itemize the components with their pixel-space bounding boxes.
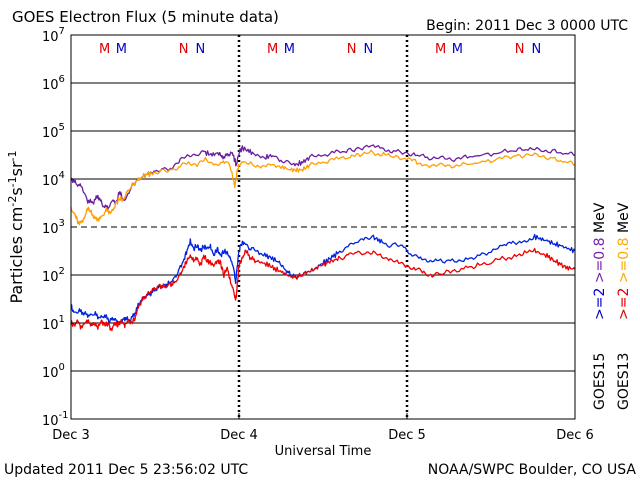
y-axis-label-main: Particles cm xyxy=(7,207,26,304)
y-axis-ticks: 107 106 105 104 103 102 101 100 10-1 xyxy=(42,26,77,429)
y-tick-label: 100 xyxy=(42,362,65,381)
y-axis-label-mid1: s xyxy=(7,187,26,195)
marker-n: N xyxy=(515,42,525,57)
y-tick-label: 106 xyxy=(42,74,65,93)
y-axis-label-sup2: -1 xyxy=(6,176,19,187)
x-tick-label: Dec 6 xyxy=(556,428,594,443)
chart-title: GOES Electron Flux (5 minute data) xyxy=(12,8,279,26)
legend-entry: MeV xyxy=(616,202,632,237)
marker-m: M xyxy=(116,42,127,57)
y-tick-label: 10-1 xyxy=(42,410,69,429)
legend-entry: >=0.8 xyxy=(616,237,632,287)
x-axis-label: Universal Time xyxy=(275,444,372,459)
series-group xyxy=(70,144,576,332)
marker-m: M xyxy=(284,42,295,57)
marker-m: M xyxy=(452,42,463,57)
legend-entry: >=2 xyxy=(592,288,608,320)
series-goes15-0-8-mev xyxy=(70,144,576,210)
y-axis-label: Particles cm-2s-1sr-1 xyxy=(6,150,26,303)
legend: GOES15 >=2 >=0.8 MeV GOES13 >=2 >=0.8 MeV xyxy=(592,202,632,410)
marker-m: M xyxy=(435,42,446,57)
legend-entry: >=2 xyxy=(616,288,632,320)
x-tick-label: Dec 4 xyxy=(220,428,258,443)
y-tick-label: 103 xyxy=(42,218,65,237)
y-tick-label: 107 xyxy=(42,26,65,45)
y-tick-label: 101 xyxy=(42,314,65,333)
legend-goes15: GOES15 xyxy=(592,353,608,410)
day-separator-lines xyxy=(237,35,409,419)
marker-n: N xyxy=(531,42,541,57)
y-axis-label-mid2: sr xyxy=(7,161,26,176)
marker-n: N xyxy=(363,42,373,57)
marker-n: N xyxy=(179,42,189,57)
legend-goes15-channels: >=2 >=0.8 MeV xyxy=(592,202,608,320)
gridlines xyxy=(71,82,575,372)
y-tick-label: 104 xyxy=(42,170,65,189)
legend-entry: >=0.8 xyxy=(592,237,608,287)
y-axis-label-sup3: -1 xyxy=(6,150,19,161)
legend-goes13: GOES13 xyxy=(616,353,632,410)
legend-entry: MeV xyxy=(592,202,608,237)
x-tick-label: Dec 3 xyxy=(52,428,90,443)
marker-m: M xyxy=(99,42,110,57)
series-goes13-2-mev xyxy=(70,247,576,332)
series-goes13-0-8-mev xyxy=(70,149,576,226)
marker-m: M xyxy=(267,42,278,57)
begin-label: Begin: 2011 Dec 3 0000 UTC xyxy=(426,18,628,34)
updated-label: Updated 2011 Dec 5 23:56:02 UTC xyxy=(4,462,248,478)
series-goes15-2-mev xyxy=(70,233,576,325)
marker-n: N xyxy=(347,42,357,57)
y-axis-label-sup1: -2 xyxy=(6,196,19,207)
x-tick-label: Dec 5 xyxy=(388,428,426,443)
y-tick-label: 105 xyxy=(42,122,65,141)
source-label: NOAA/SWPC Boulder, CO USA xyxy=(428,462,637,478)
x-axis-ticks: Dec 3 Dec 4 Dec 5 Dec 6 xyxy=(52,413,594,443)
marker-n: N xyxy=(195,42,205,57)
legend-goes13-channels: >=2 >=0.8 MeV xyxy=(616,202,632,320)
y-tick-label: 102 xyxy=(42,266,65,285)
